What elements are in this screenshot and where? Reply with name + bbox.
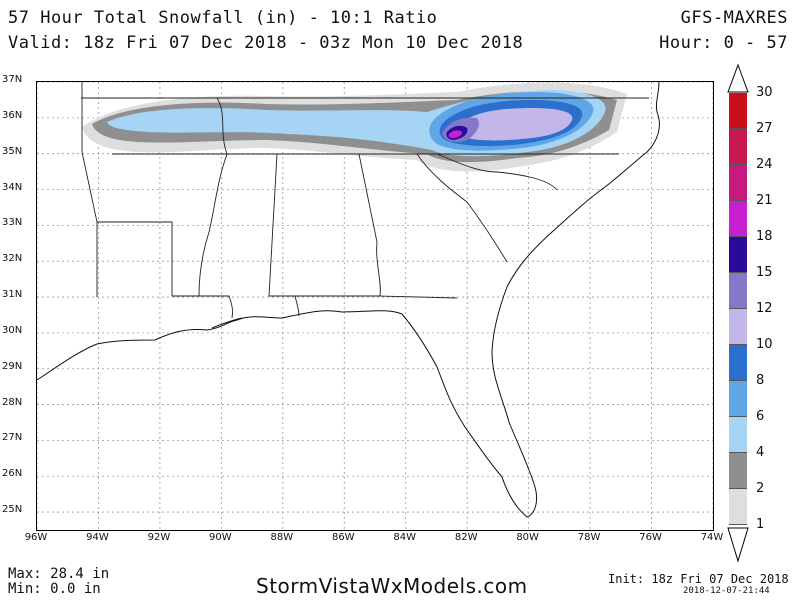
colorbar-swatch	[729, 237, 747, 273]
map-canvas	[37, 82, 713, 530]
latitude-label: 29N	[2, 360, 23, 372]
longitude-label: 84W	[393, 532, 417, 543]
colorbar-swatch	[729, 417, 747, 453]
longitude-label: 92W	[147, 532, 171, 543]
longitude-label: 76W	[639, 532, 662, 543]
latitude-label: 34N	[2, 181, 23, 193]
latitude-label: 32N	[2, 253, 23, 265]
colorbar-label: 27	[756, 121, 773, 136]
coastline	[37, 82, 660, 518]
snowfall-shading	[82, 82, 627, 172]
colorbar-label: 15	[756, 265, 773, 280]
max-snowfall: Max: 28.4 in	[8, 566, 110, 582]
colorbar-swatch	[729, 93, 747, 129]
longitude-label: 90W	[209, 532, 232, 543]
latitude-label: 30N	[2, 324, 23, 336]
colorbar-label: 6	[756, 409, 765, 424]
latitude-label: 26N	[2, 468, 23, 480]
longitude-label: 94W	[86, 532, 109, 543]
init-time: Init: 18z Fri 07 Dec 2018	[608, 572, 789, 586]
latitude-label: 37N	[2, 74, 23, 85]
generated-timestamp: 2018-12-07-21:44	[683, 586, 770, 596]
colorbar-swatch	[729, 309, 747, 345]
state-boundaries	[81, 82, 649, 319]
longitude-label: 80W	[516, 532, 539, 543]
colorbar	[729, 93, 747, 525]
longitude-label: 74W	[700, 532, 724, 543]
latitude-label: 35N	[2, 145, 23, 157]
colorbar-top-arrow	[727, 63, 749, 93]
colorbar-label: 18	[756, 229, 773, 244]
latitude-label: 31N	[2, 289, 23, 301]
snow-band-10-12in	[454, 108, 573, 141]
longitude-label: 88W	[270, 532, 294, 543]
forecast-hour-range: Hour: 0 - 57	[659, 33, 788, 53]
map-title: 57 Hour Total Snowfall (in) - 10:1 Ratio	[8, 8, 438, 28]
website-link[interactable]: StormVistaWxModels.com	[256, 574, 528, 598]
colorbar-bottom-arrow	[727, 527, 749, 563]
colorbar-label: 12	[756, 301, 773, 316]
colorbar-label: 30	[756, 85, 773, 100]
colorbar-swatch	[729, 273, 747, 309]
snowfall-map	[36, 81, 714, 531]
latitude-label: 27N	[2, 432, 23, 444]
colorbar-label: 21	[756, 193, 773, 208]
colorbar-swatch	[729, 129, 747, 165]
colorbar-swatch	[729, 345, 747, 381]
model-name: GFS-MAXRES	[680, 8, 788, 28]
longitude-label: 78W	[577, 532, 601, 543]
latitude-label: 25N	[2, 504, 23, 516]
min-snowfall: Min: 0.0 in	[8, 581, 101, 597]
colorbar-label: 2	[756, 481, 765, 496]
colorbar-label: 1	[756, 517, 765, 532]
longitude-label: 96W	[24, 532, 48, 543]
colorbar-swatch	[729, 201, 747, 237]
colorbar-swatch	[729, 453, 747, 489]
latitude-label: 28N	[2, 396, 23, 408]
longitude-label: 82W	[454, 532, 478, 543]
latitude-label: 33N	[2, 217, 23, 229]
colorbar-label: 24	[756, 157, 773, 172]
colorbar-swatch	[729, 489, 747, 525]
colorbar-label: 4	[756, 445, 765, 460]
latitude-label: 36N	[2, 109, 23, 121]
colorbar-label: 8	[756, 373, 765, 388]
colorbar-label: 10	[756, 337, 773, 352]
longitude-label: 86W	[331, 532, 355, 543]
valid-period: Valid: 18z Fri 07 Dec 2018 - 03z Mon 10 …	[8, 33, 524, 53]
colorbar-swatch	[729, 165, 747, 201]
colorbar-swatch	[729, 381, 747, 417]
snow-band-21-24in	[448, 130, 462, 138]
